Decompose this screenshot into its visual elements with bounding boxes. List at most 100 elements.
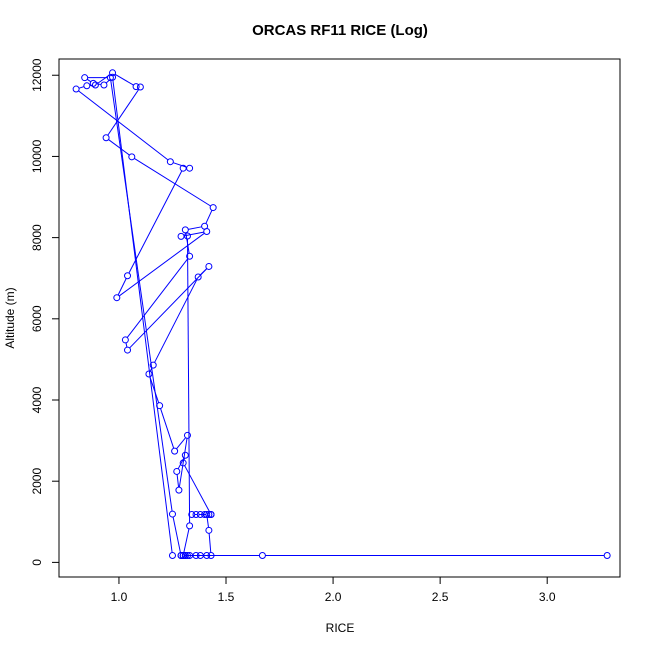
data-point [186, 522, 194, 530]
series-segment [172, 516, 181, 553]
series-segment [117, 278, 127, 296]
data-point [121, 336, 129, 344]
series-segment [126, 258, 189, 338]
data-point [168, 551, 176, 559]
data-point [205, 526, 213, 534]
data-point [192, 551, 200, 559]
series-segment [154, 279, 198, 363]
series-segment [118, 232, 205, 297]
data-point [109, 73, 117, 81]
data-point [132, 83, 140, 91]
series-segment [114, 73, 134, 86]
data-point [171, 447, 179, 455]
chart-title: ORCAS RF11 RICE (Log) [252, 22, 428, 39]
data-point [192, 510, 200, 518]
data-point [173, 467, 181, 475]
x-tick-label: 1.0 [111, 590, 128, 604]
series-segment [160, 408, 175, 449]
data-point [83, 82, 91, 90]
y-tick-label: 0 [30, 559, 44, 566]
series-segment [173, 162, 187, 168]
series-segment [128, 170, 183, 274]
series-segment [134, 157, 211, 207]
data-point [603, 551, 611, 559]
data-point [207, 551, 215, 559]
y-tick-label: 6000 [30, 305, 44, 332]
y-tick-label: 2000 [30, 468, 44, 495]
series-segment [205, 210, 213, 224]
series-segment [206, 517, 209, 528]
data-point [205, 510, 213, 518]
y-tick-label: 8000 [30, 224, 44, 251]
x-tick-label: 2.0 [325, 590, 342, 604]
series-segment [188, 226, 202, 230]
x-axis: 1.0 1.5 2.0 2.5 3.0 [111, 576, 556, 604]
y-tick-label: 12000 [30, 58, 44, 92]
data-point [188, 510, 196, 518]
data-point [183, 431, 191, 439]
x-tick-label: 1.5 [218, 590, 235, 604]
data-point [186, 164, 194, 172]
data-point [186, 252, 194, 260]
x-tick-label: 3.0 [539, 590, 556, 604]
y-tick-label: 4000 [30, 386, 44, 413]
series-segment [78, 86, 85, 89]
y-tick-label: 10000 [30, 139, 44, 173]
data-point [102, 134, 110, 142]
data-point [128, 153, 136, 161]
data-point [72, 85, 80, 93]
data-point [175, 486, 183, 494]
data-point [100, 81, 108, 89]
series-segment [176, 437, 186, 450]
series-segment [86, 78, 92, 83]
data-point [124, 272, 132, 280]
data-point [179, 551, 187, 559]
series-segment [112, 80, 173, 553]
data-point [207, 510, 215, 518]
data-point [183, 232, 191, 240]
data-point [91, 81, 99, 89]
data-point [113, 294, 121, 302]
series-segment [183, 528, 190, 553]
data-point [166, 158, 174, 166]
data-point [136, 83, 144, 91]
data-point [81, 74, 89, 82]
series-segment [110, 80, 173, 512]
data-point [149, 361, 157, 369]
series-segment [149, 376, 160, 404]
series-segment [176, 474, 180, 488]
data-point [168, 510, 176, 518]
data-point [194, 273, 202, 281]
data-point [258, 551, 266, 559]
series-layer [72, 69, 611, 559]
series-segment [108, 139, 130, 156]
data-point [203, 551, 211, 559]
data-point [181, 451, 189, 459]
series-segment [184, 465, 211, 513]
x-axis-label: RICE [326, 621, 355, 635]
series-segment [125, 342, 128, 348]
series-segment [186, 238, 191, 523]
y-axis: 0 2000 4000 6000 8000 10000 12000 [30, 58, 60, 566]
y-axis-label: Altitude (m) [3, 287, 17, 348]
data-point [89, 79, 97, 87]
data-point [156, 402, 164, 410]
series-segment [129, 268, 208, 349]
data-point [177, 232, 185, 240]
data-point [181, 226, 189, 234]
data-point [209, 204, 217, 212]
series-segment [78, 90, 169, 161]
data-point [179, 164, 187, 172]
data-point [205, 262, 213, 270]
data-point [181, 551, 189, 559]
data-point [177, 551, 185, 559]
series-segment [208, 533, 212, 553]
data-point [179, 459, 187, 467]
x-tick-label: 2.5 [432, 590, 449, 604]
data-point [145, 370, 153, 378]
data-point [124, 346, 132, 354]
series-segment [183, 231, 204, 237]
series-segment [107, 89, 140, 136]
data-point [203, 228, 211, 236]
